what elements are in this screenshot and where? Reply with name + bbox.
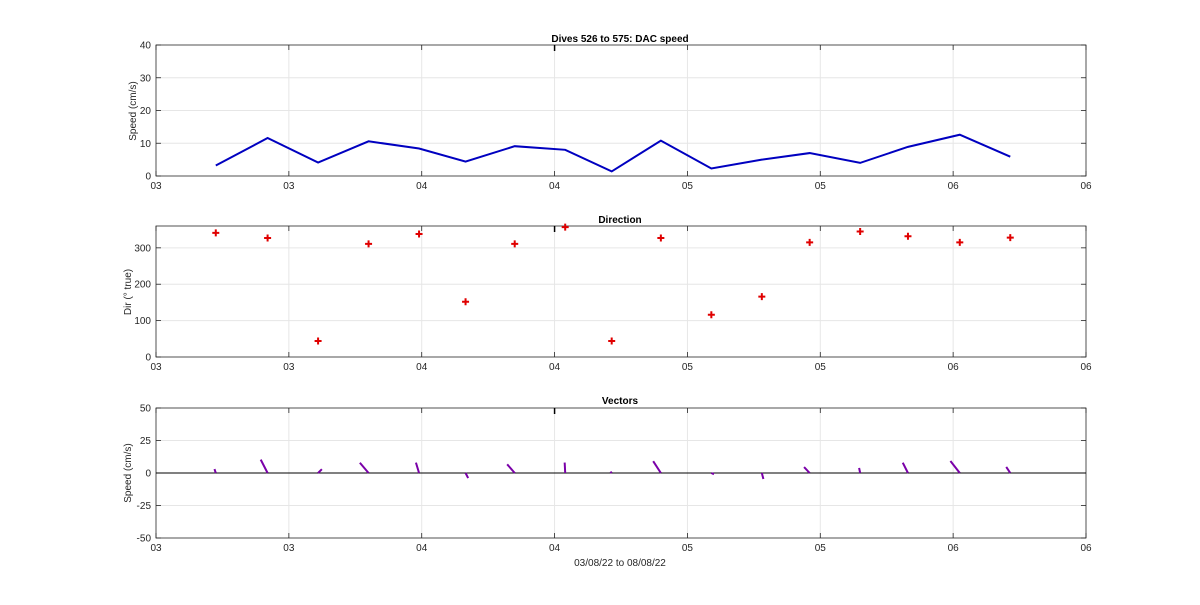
- x-tick-label: 05: [815, 543, 827, 554]
- x-tick-label: 04: [416, 181, 428, 192]
- vector-stick: [710, 472, 715, 476]
- vector-stick: [901, 462, 909, 474]
- vector-stick: [563, 462, 567, 474]
- direction-point: [657, 234, 665, 242]
- direction-point: [212, 229, 220, 237]
- x-tick-label: 05: [815, 362, 827, 373]
- y-tick-label: 200: [134, 280, 151, 291]
- grid: [156, 45, 1086, 176]
- vector-stick: [464, 472, 470, 479]
- x-tick-label: 06: [1080, 181, 1092, 192]
- vectors-xlabel: 03/08/22 to 08/08/22: [574, 558, 666, 569]
- x-tick-label: 03: [283, 543, 295, 554]
- direction-point: [511, 240, 519, 248]
- y-tick-label: 20: [140, 106, 152, 117]
- vector-stick: [760, 472, 765, 480]
- x-tick-label: 04: [549, 543, 561, 554]
- x-tick-label: 05: [815, 181, 827, 192]
- direction-point: [415, 230, 423, 238]
- x-tick-label: 06: [948, 543, 960, 554]
- direction-point: [264, 234, 272, 242]
- direction-point: [806, 238, 814, 246]
- vector-stick: [858, 467, 862, 474]
- y-tick-label: 0: [145, 353, 151, 364]
- y-tick-label: 25: [140, 436, 152, 447]
- series: [212, 223, 1014, 345]
- direction-point: [956, 238, 964, 246]
- speed-series-line: [215, 133, 1011, 173]
- direction-point: [707, 311, 715, 319]
- x-tick-label: 03: [150, 181, 162, 192]
- x-tick-label: 05: [682, 362, 694, 373]
- axes: 03 03 04 04 05 05 06 06 -50 -25 0 25 50: [137, 404, 1092, 555]
- direction-point: [561, 223, 569, 231]
- direction-title: Direction: [598, 215, 641, 226]
- vector-stick: [259, 459, 269, 474]
- y-tick-label: 300: [134, 243, 151, 254]
- direction-point: [314, 337, 322, 345]
- y-tick-label: 40: [140, 41, 152, 52]
- vector-stick: [803, 466, 811, 474]
- vector-stick: [414, 462, 421, 474]
- y-tick-label: 30: [140, 73, 152, 84]
- vector-stick: [949, 460, 961, 474]
- y-tick-label: 0: [145, 469, 151, 480]
- direction-point: [608, 337, 616, 345]
- x-tick-label: 03: [150, 543, 162, 554]
- y-tick-label: 10: [140, 139, 152, 150]
- vectors-ylabel: Speed (cm/s): [123, 443, 134, 502]
- speed-title: Dives 526 to 575: DAC speed: [551, 34, 688, 45]
- direction-point: [1006, 234, 1014, 242]
- x-tick-label: 05: [682, 181, 694, 192]
- vector-stick: [652, 460, 662, 474]
- direction-panel: Direction Dir (° true) 03 03 04 04 05 05 06 060…: [123, 215, 1092, 373]
- vector-stick: [213, 468, 217, 474]
- vector-stick: [506, 463, 516, 474]
- grid: [156, 226, 1086, 357]
- x-tick-label: 03: [283, 362, 295, 373]
- speed-panel: Dives 526 to 575: DAC speed Speed (cm/s)…: [128, 34, 1092, 192]
- y-tick-label: 50: [140, 404, 152, 415]
- series: [156, 459, 1086, 480]
- speed-ylabel: Speed (cm/s): [128, 81, 139, 140]
- vector-stick: [609, 470, 613, 474]
- axes: 03 03 04 04 05 05 06 06 0 100 200 300: [134, 225, 1092, 373]
- y-tick-label: -50: [137, 534, 152, 545]
- x-tick-label: 03: [150, 362, 162, 373]
- y-tick-label: 0: [145, 172, 151, 183]
- x-tick-label: 04: [549, 181, 561, 192]
- x-tick-label: 03: [283, 181, 295, 192]
- vectors-title: Vectors: [602, 396, 639, 407]
- x-tick-label: 06: [948, 362, 960, 373]
- axes: 03 03 04 04 05 05 06 06 0 10 20 30 40: [140, 41, 1092, 193]
- direction-point: [365, 240, 373, 248]
- direction-point: [904, 232, 912, 240]
- x-tick-label: 05: [682, 543, 694, 554]
- y-tick-label: 100: [134, 316, 151, 327]
- x-tick-label: 04: [416, 362, 428, 373]
- direction-ylabel: Dir (° true): [123, 269, 134, 315]
- direction-point: [856, 227, 864, 235]
- x-tick-label: 04: [549, 362, 561, 373]
- series: [215, 133, 1011, 173]
- axes-box: [155, 44, 1087, 177]
- x-tick-label: 06: [1080, 543, 1092, 554]
- x-tick-label: 06: [948, 181, 960, 192]
- direction-point: [462, 298, 470, 306]
- vector-stick: [317, 468, 323, 474]
- vector-stick: [359, 462, 370, 474]
- vectors-panel: Vectors Speed (cm/s) 03/08/22 to 08/08/2…: [123, 396, 1092, 569]
- y-tick-label: -25: [137, 501, 152, 512]
- vector-stick: [1005, 466, 1012, 474]
- x-tick-label: 06: [1080, 362, 1092, 373]
- axes-box: [155, 225, 1087, 358]
- x-tick-label: 04: [416, 543, 428, 554]
- direction-point: [758, 293, 766, 301]
